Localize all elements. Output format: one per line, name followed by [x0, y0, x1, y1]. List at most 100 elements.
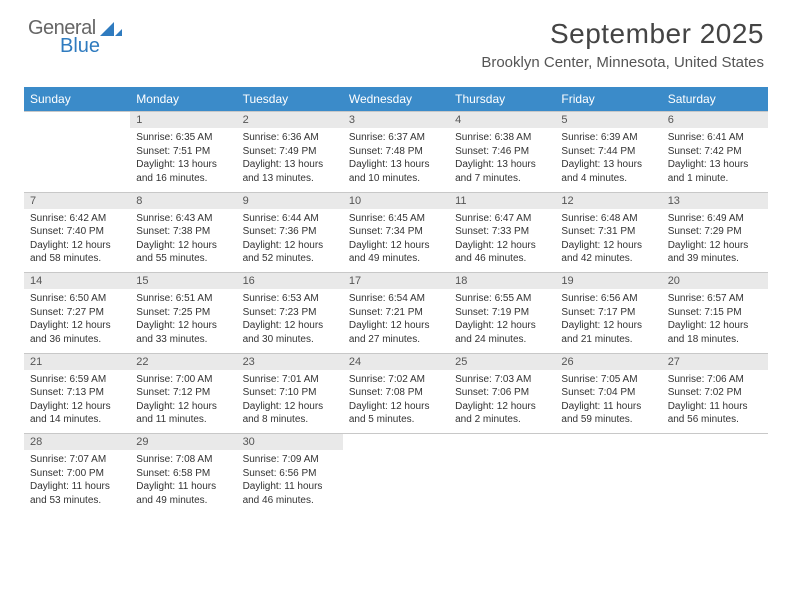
day-number-cell: 19: [555, 273, 661, 290]
day-number-cell: 9: [237, 192, 343, 209]
day-cell: Sunrise: 6:36 AMSunset: 7:49 PMDaylight:…: [237, 128, 343, 192]
day-cell: [24, 128, 130, 192]
daylight-text: Daylight: 12 hours and 36 minutes.: [30, 319, 124, 346]
daylight-text: Daylight: 12 hours and 8 minutes.: [243, 400, 337, 427]
daylight-text: Daylight: 11 hours and 56 minutes.: [668, 400, 762, 427]
sunrise-text: Sunrise: 6:47 AM: [455, 212, 549, 226]
day-number-cell: 11: [449, 192, 555, 209]
day-cell: Sunrise: 6:54 AMSunset: 7:21 PMDaylight:…: [343, 289, 449, 353]
sunset-text: Sunset: 7:04 PM: [561, 386, 655, 400]
day-number-cell: 1: [130, 112, 236, 129]
weekday-header: Thursday: [449, 87, 555, 112]
day-cell: Sunrise: 6:49 AMSunset: 7:29 PMDaylight:…: [662, 209, 768, 273]
day-number: 4: [455, 114, 461, 126]
day-number-cell: 20: [662, 273, 768, 290]
daylight-text: Daylight: 11 hours and 53 minutes.: [30, 480, 124, 507]
sunrise-text: Sunrise: 6:37 AM: [349, 131, 443, 145]
day-number: 5: [561, 114, 567, 126]
day-number: 24: [349, 356, 361, 368]
header: General Blue September 2025 Brooklyn Cen…: [0, 0, 792, 77]
daylight-text: Daylight: 12 hours and 55 minutes.: [136, 239, 230, 266]
day-number-row: 28 29 30: [24, 434, 768, 451]
sunset-text: Sunset: 7:00 PM: [30, 467, 124, 481]
daylight-text: Daylight: 12 hours and 2 minutes.: [455, 400, 549, 427]
daylight-text: Daylight: 13 hours and 1 minute.: [668, 158, 762, 185]
day-number: 30: [243, 436, 255, 448]
day-cell: [449, 450, 555, 514]
day-cell: Sunrise: 6:38 AMSunset: 7:46 PMDaylight:…: [449, 128, 555, 192]
day-number: 25: [455, 356, 467, 368]
sunrise-text: Sunrise: 6:36 AM: [243, 131, 337, 145]
daylight-text: Daylight: 13 hours and 4 minutes.: [561, 158, 655, 185]
day-cell: Sunrise: 6:57 AMSunset: 7:15 PMDaylight:…: [662, 289, 768, 353]
day-cell: Sunrise: 7:07 AMSunset: 7:00 PMDaylight:…: [24, 450, 130, 514]
daylight-text: Daylight: 13 hours and 7 minutes.: [455, 158, 549, 185]
sunrise-text: Sunrise: 6:39 AM: [561, 131, 655, 145]
day-cell: Sunrise: 6:43 AMSunset: 7:38 PMDaylight:…: [130, 209, 236, 273]
day-cell: Sunrise: 6:59 AMSunset: 7:13 PMDaylight:…: [24, 370, 130, 434]
sunrise-text: Sunrise: 7:08 AM: [136, 453, 230, 467]
day-cell: Sunrise: 6:44 AMSunset: 7:36 PMDaylight:…: [237, 209, 343, 273]
weekday-header-row: Sunday Monday Tuesday Wednesday Thursday…: [24, 87, 768, 112]
day-cell: Sunrise: 7:00 AMSunset: 7:12 PMDaylight:…: [130, 370, 236, 434]
day-number: 27: [668, 356, 680, 368]
sunrise-text: Sunrise: 7:09 AM: [243, 453, 337, 467]
day-number-cell: 22: [130, 353, 236, 370]
weekday-header: Tuesday: [237, 87, 343, 112]
day-number: 11: [455, 195, 466, 207]
sunrise-text: Sunrise: 6:49 AM: [668, 212, 762, 226]
month-title: September 2025: [481, 18, 764, 50]
day-number-cell: 30: [237, 434, 343, 451]
day-cell: Sunrise: 6:37 AMSunset: 7:48 PMDaylight:…: [343, 128, 449, 192]
daylight-text: Daylight: 12 hours and 24 minutes.: [455, 319, 549, 346]
day-number: 10: [349, 195, 361, 207]
daylight-text: Daylight: 12 hours and 33 minutes.: [136, 319, 230, 346]
weekday-header: Friday: [555, 87, 661, 112]
sunrise-text: Sunrise: 7:02 AM: [349, 373, 443, 387]
sunrise-text: Sunrise: 6:45 AM: [349, 212, 443, 226]
day-number-cell: 12: [555, 192, 661, 209]
daylight-text: Daylight: 12 hours and 27 minutes.: [349, 319, 443, 346]
sunset-text: Sunset: 7:12 PM: [136, 386, 230, 400]
day-number-cell: 6: [662, 112, 768, 129]
day-number-cell: 26: [555, 353, 661, 370]
sunset-text: Sunset: 7:49 PM: [243, 145, 337, 159]
day-number: 29: [136, 436, 148, 448]
day-cell: Sunrise: 6:42 AMSunset: 7:40 PMDaylight:…: [24, 209, 130, 273]
sunrise-text: Sunrise: 7:01 AM: [243, 373, 337, 387]
weekday-header: Wednesday: [343, 87, 449, 112]
day-number-cell: 5: [555, 112, 661, 129]
day-cell: Sunrise: 7:03 AMSunset: 7:06 PMDaylight:…: [449, 370, 555, 434]
day-number-cell: 17: [343, 273, 449, 290]
daylight-text: Daylight: 13 hours and 10 minutes.: [349, 158, 443, 185]
day-number-cell: 24: [343, 353, 449, 370]
day-cell: Sunrise: 6:45 AMSunset: 7:34 PMDaylight:…: [343, 209, 449, 273]
day-cell: Sunrise: 7:08 AMSunset: 6:58 PMDaylight:…: [130, 450, 236, 514]
sunset-text: Sunset: 7:42 PM: [668, 145, 762, 159]
day-number: 20: [668, 275, 680, 287]
day-number: 23: [243, 356, 255, 368]
day-number: 16: [243, 275, 255, 287]
sunrise-text: Sunrise: 7:07 AM: [30, 453, 124, 467]
daylight-text: Daylight: 11 hours and 59 minutes.: [561, 400, 655, 427]
sunrise-text: Sunrise: 7:05 AM: [561, 373, 655, 387]
sunrise-text: Sunrise: 6:43 AM: [136, 212, 230, 226]
day-number: 9: [243, 195, 249, 207]
sunset-text: Sunset: 7:21 PM: [349, 306, 443, 320]
sunrise-text: Sunrise: 7:00 AM: [136, 373, 230, 387]
day-number-cell: 4: [449, 112, 555, 129]
sunset-text: Sunset: 7:29 PM: [668, 225, 762, 239]
day-cell: Sunrise: 6:55 AMSunset: 7:19 PMDaylight:…: [449, 289, 555, 353]
day-number-cell: [555, 434, 661, 451]
day-number: 28: [30, 436, 42, 448]
day-number-cell: [662, 434, 768, 451]
day-number-row: 123456: [24, 112, 768, 129]
sunrise-text: Sunrise: 6:50 AM: [30, 292, 124, 306]
day-number: 12: [561, 195, 573, 207]
sunset-text: Sunset: 6:58 PM: [136, 467, 230, 481]
day-number: 17: [349, 275, 361, 287]
day-cell: Sunrise: 6:50 AMSunset: 7:27 PMDaylight:…: [24, 289, 130, 353]
sunset-text: Sunset: 7:36 PM: [243, 225, 337, 239]
sunset-text: Sunset: 7:15 PM: [668, 306, 762, 320]
day-cell: Sunrise: 6:47 AMSunset: 7:33 PMDaylight:…: [449, 209, 555, 273]
